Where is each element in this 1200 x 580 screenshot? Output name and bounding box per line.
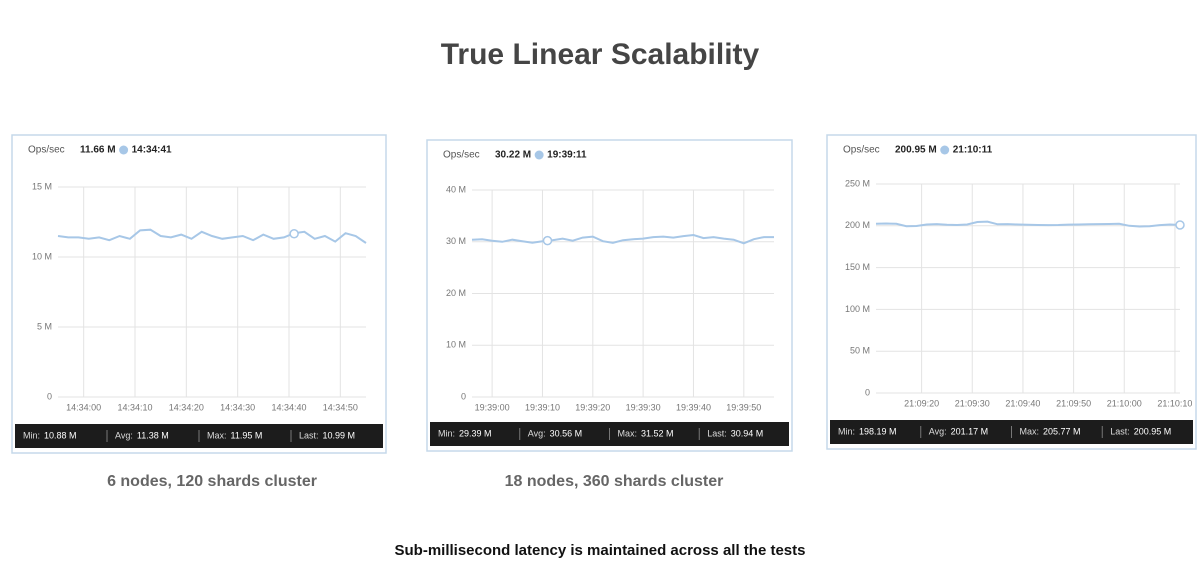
stat-name: Max: (618, 428, 638, 438)
stat-name: Max: (1020, 426, 1040, 436)
y-tick-label: 10 M (446, 340, 466, 350)
current-value: 30.22 M (495, 150, 531, 161)
y-axis-label: Ops/sec (443, 150, 480, 161)
x-tick-label: 14:34:20 (169, 402, 204, 412)
y-axis-label: Ops/sec (28, 145, 65, 156)
panel (11, 134, 387, 454)
x-tick-label: 14:34:00 (66, 402, 101, 412)
x-tick-label: 14:34:30 (220, 402, 255, 412)
x-tick-label: 21:09:30 (955, 398, 990, 408)
y-tick-label: 150 M (845, 262, 870, 272)
stat-value: 11.38 M (137, 430, 169, 440)
x-tick-label: 19:39:00 (475, 402, 510, 412)
y-tick-label: 50 M (850, 346, 870, 356)
series-line (57, 228, 367, 244)
x-tick-label: 19:39:10 (525, 402, 560, 412)
x-tick-label: 14:34:50 (323, 402, 358, 412)
stat-name: Min: (23, 430, 40, 440)
stat-name: Min: (838, 426, 855, 436)
stat-name: Avg: (528, 428, 546, 438)
y-tick-label: 100 M (845, 304, 870, 314)
current-marker (1175, 220, 1185, 230)
caption: 6 nodes, 120 shards cluster (107, 473, 317, 490)
current-value: 200.95 M (895, 145, 937, 156)
x-tick-label: 19:39:20 (575, 402, 610, 412)
stat-value: 30.56 M (550, 428, 583, 438)
stat-value: 200.95 M (1134, 426, 1172, 436)
series-line (875, 220, 1181, 228)
panel (826, 134, 1197, 450)
current-marker (289, 229, 299, 239)
stat-value: 198.19 M (859, 426, 897, 436)
y-axis-label: Ops/sec (843, 145, 880, 156)
y-tick-label: 200 M (845, 220, 870, 230)
x-tick-label: 21:09:20 (904, 398, 939, 408)
stat-value: 205.77 M (1043, 426, 1081, 436)
stat-name: Last: (707, 428, 727, 438)
x-tick-label: 21:10:00 (1107, 398, 1142, 408)
y-tick-label: 10 M (32, 251, 52, 261)
stat-name: Last: (299, 430, 319, 440)
y-tick-label: 0 (47, 391, 52, 401)
stat-name: Min: (438, 428, 455, 438)
clock-icon (119, 145, 129, 155)
footnote: Sub-millisecond latency is maintained ac… (395, 542, 806, 559)
x-tick-label: 21:10:10 (1157, 398, 1192, 408)
x-tick-label: 21:09:50 (1056, 398, 1091, 408)
current-time: 21:10:11 (953, 145, 993, 156)
clock-icon (534, 150, 544, 160)
y-tick-label: 250 M (845, 178, 870, 188)
stat-value: 10.88 M (44, 430, 77, 440)
stat-value: 29.39 M (459, 428, 492, 438)
x-tick-label: 14:34:10 (117, 402, 152, 412)
current-value: 11.66 M (80, 145, 116, 156)
panel (426, 139, 793, 452)
current-time: 19:39:11 (547, 150, 587, 161)
y-tick-label: 20 M (446, 288, 466, 298)
x-tick-label: 14:34:40 (271, 402, 306, 412)
stat-value: 30.94 M (731, 428, 764, 438)
stat-name: Last: (1110, 426, 1130, 436)
slide-title: True Linear Scalability (441, 38, 760, 71)
y-tick-label: 0 (461, 391, 466, 401)
y-tick-label: 30 M (446, 236, 466, 246)
y-tick-label: 40 M (446, 184, 466, 194)
stat-value: 10.99 M (323, 430, 356, 440)
current-time: 14:34:41 (132, 145, 172, 156)
current-marker (542, 235, 553, 246)
stat-name: Avg: (929, 426, 947, 436)
x-tick-label: 19:39:50 (726, 402, 761, 412)
y-tick-label: 15 M (32, 181, 52, 191)
y-tick-label: 5 M (37, 321, 52, 331)
stat-value: 11.95 M (231, 430, 263, 440)
stat-name: Avg: (115, 430, 133, 440)
stat-value: 31.52 M (641, 428, 674, 438)
x-tick-label: 21:09:40 (1005, 398, 1040, 408)
y-tick-label: 0 (865, 387, 870, 397)
stat-value: 201.17 M (951, 426, 989, 436)
x-tick-label: 19:39:40 (676, 402, 711, 412)
caption: 18 nodes, 360 shards cluster (505, 473, 724, 490)
clock-icon (940, 145, 950, 155)
stat-name: Max: (207, 430, 227, 440)
series-line (471, 233, 774, 245)
x-tick-label: 19:39:30 (626, 402, 661, 412)
